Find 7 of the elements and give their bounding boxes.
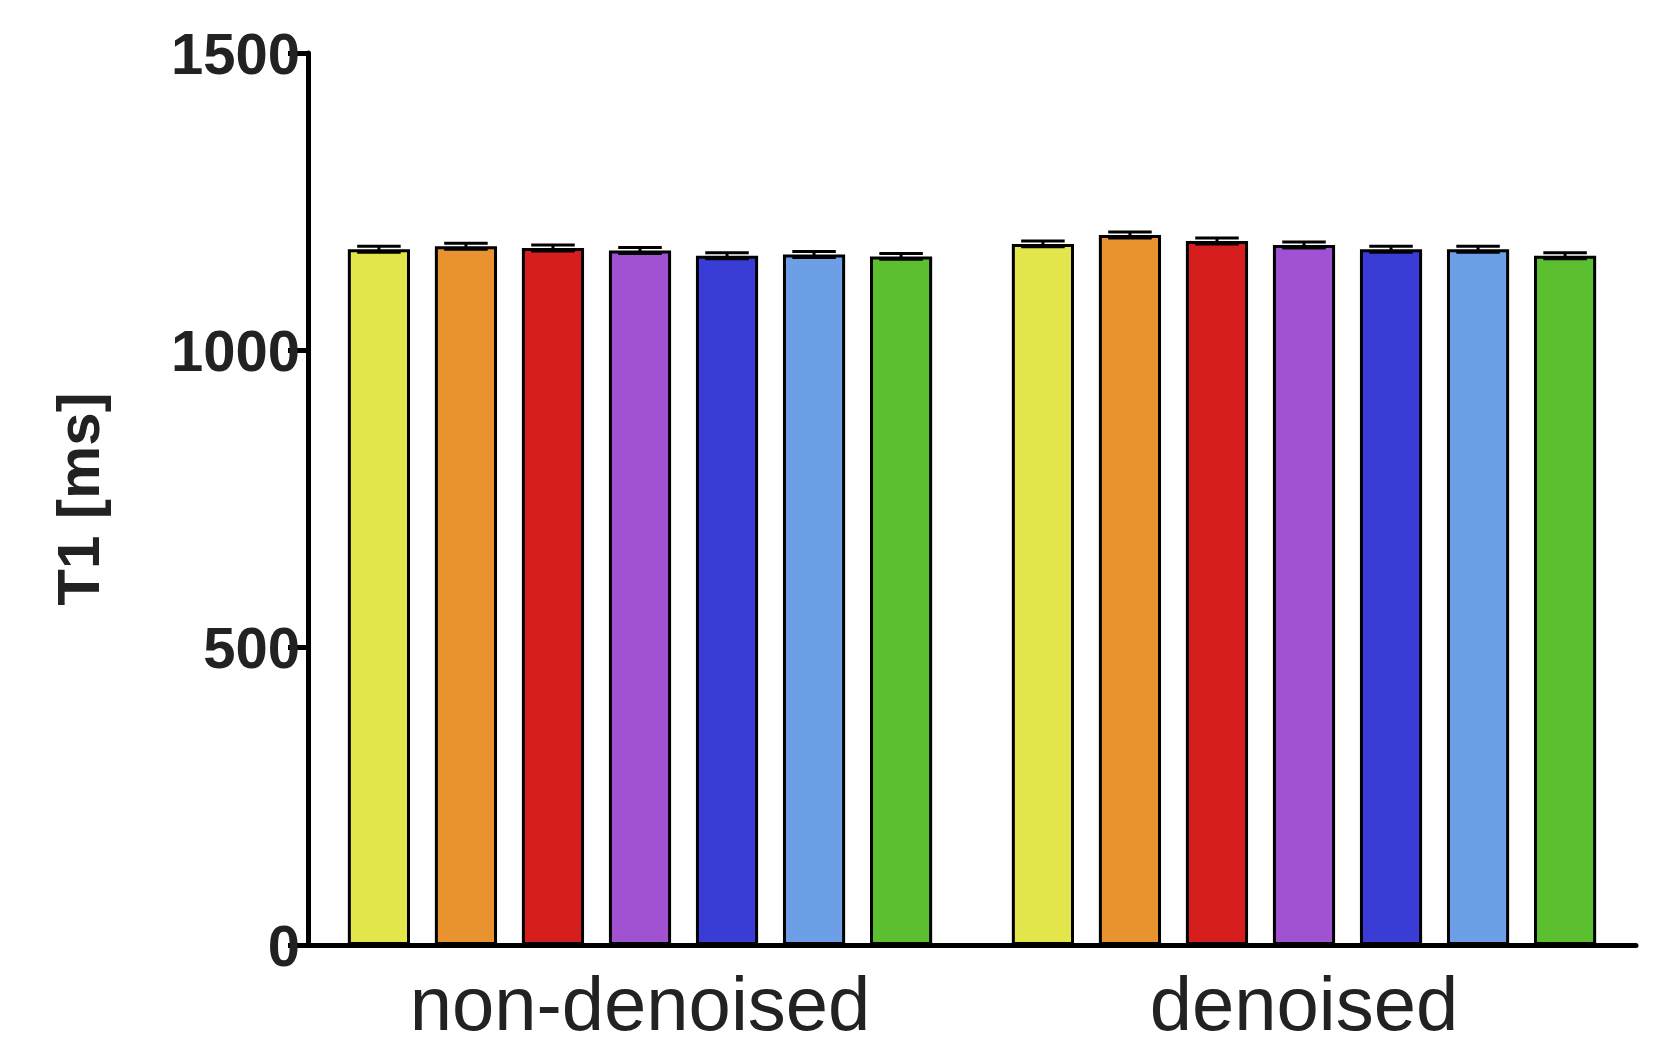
y-tick-label: 0 [267,912,300,978]
y-tick-label: 1000 [170,317,300,383]
y-axis-title: T1 [ms] [44,392,112,606]
x-tick-label: non-denoised [409,960,871,1046]
y-tick-label: 1500 [170,20,300,86]
x-tick-label: denoised [1149,960,1459,1046]
y-tick-label: 500 [203,615,300,681]
